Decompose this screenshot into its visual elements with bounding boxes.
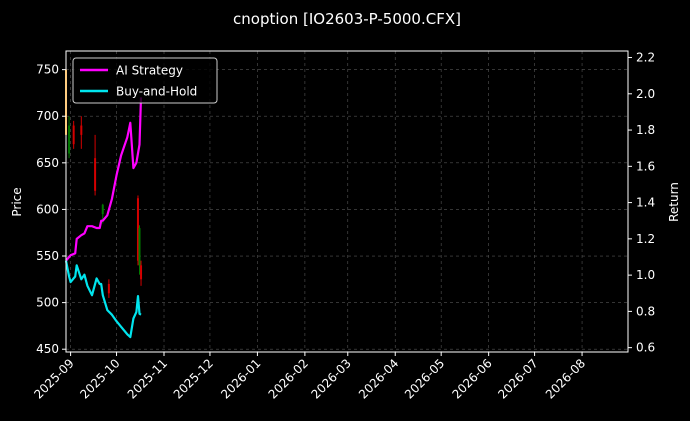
y-tick-label: 700 (36, 109, 59, 123)
y2-tick-label: 2.2 (636, 51, 655, 65)
y2-tick-label: 1.2 (636, 232, 655, 246)
y-axis-label: Price (10, 187, 24, 216)
y2-tick-label: 1.4 (636, 196, 655, 210)
legend: AI Strategy Buy-and-Hold (72, 57, 218, 104)
y2-tick-label: 1.0 (636, 268, 655, 282)
y-tick-label: 600 (36, 202, 59, 216)
y-tick-label: 750 (36, 63, 59, 77)
candle-body (140, 265, 143, 280)
series-lines (64, 97, 143, 339)
y-tick-label: 450 (36, 342, 59, 356)
y-tick-label: 500 (36, 296, 59, 310)
candle-body (94, 158, 97, 191)
y-tick-label: 550 (36, 249, 59, 263)
candle-body (101, 204, 104, 215)
chart-title: cnoption [IO2603-P-5000.CFX] (233, 10, 461, 28)
legend-box (72, 57, 218, 104)
y2-tick-label: 0.8 (636, 304, 655, 318)
plot-frame (65, 50, 629, 353)
legend-label-ai-strategy: AI Strategy (116, 64, 183, 78)
candle-body (136, 198, 139, 261)
series-line-buy-and-hold (64, 260, 142, 339)
grid-lines (66, 51, 628, 352)
candle-body (107, 283, 110, 294)
candle-body (72, 125, 75, 145)
y2-axis-label: Return (667, 182, 681, 222)
left-axis: 450 500 550 600 650 700 750 (36, 63, 66, 356)
candle-body (80, 125, 83, 135)
y2-tick-label: 1.6 (636, 159, 655, 173)
candle-body (68, 125, 71, 154)
y-tick-label: 650 (36, 156, 59, 170)
y2-tick-label: 2.0 (636, 87, 655, 101)
y2-tick-label: 1.8 (636, 123, 655, 137)
series-line-ai-strategy (65, 97, 143, 262)
candle-body (138, 228, 141, 266)
right-axis: 0.6 0.8 1.0 1.2 1.4 1.6 1.8 2.0 2.2 (628, 51, 655, 355)
y2-tick-label: 0.6 (636, 341, 655, 355)
legend-label-buy-and-hold: Buy-and-Hold (116, 85, 197, 99)
